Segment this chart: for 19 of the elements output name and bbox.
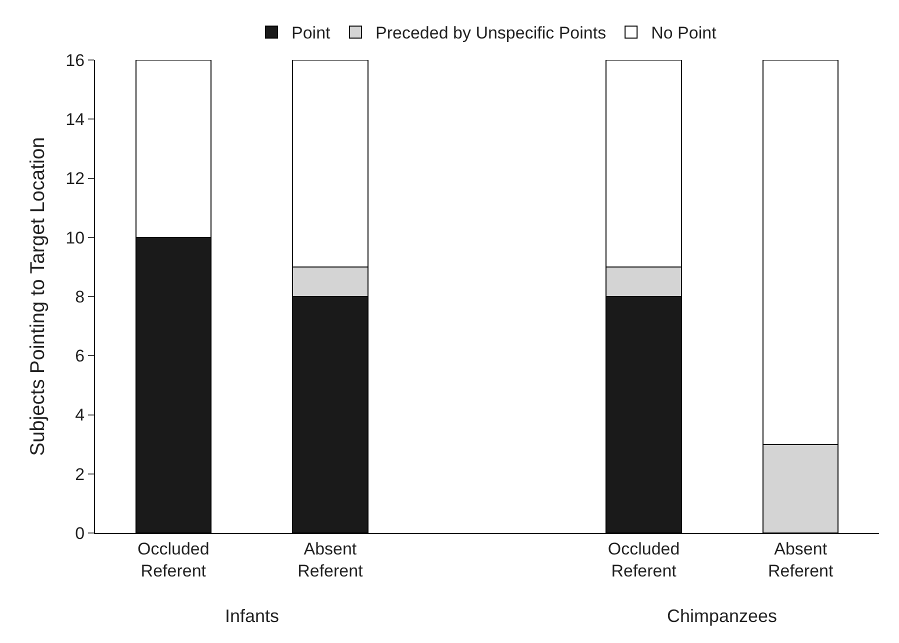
y-axis-title: Subjects Pointing to Target Location [27,137,50,456]
y-tick-label: 4 [75,406,85,425]
y-tick-label: 16 [66,50,85,70]
legend-label: Preceded by Unspecific Points [376,24,606,43]
x-tick-label: Absent Referent [298,539,364,580]
legend-label: Point [292,24,331,43]
y-tick-label: 2 [75,464,85,484]
y-tick-label: 0 [75,524,85,543]
y-tick-label: 14 [66,110,85,130]
x-tick-label: Occluded Referent [608,539,680,580]
y-tick-label: 8 [75,287,85,306]
text: Chimpanzees [667,606,778,626]
y-tick-label: 6 [75,346,85,366]
x-tick-label: Occluded Referent [137,539,210,580]
text: Infants [225,606,280,626]
y-tick-label: 12 [66,169,85,188]
legend-label: No Point [651,24,717,43]
x-tick-label: Absent Referent [768,539,834,580]
y-tick-label: 10 [66,228,85,248]
